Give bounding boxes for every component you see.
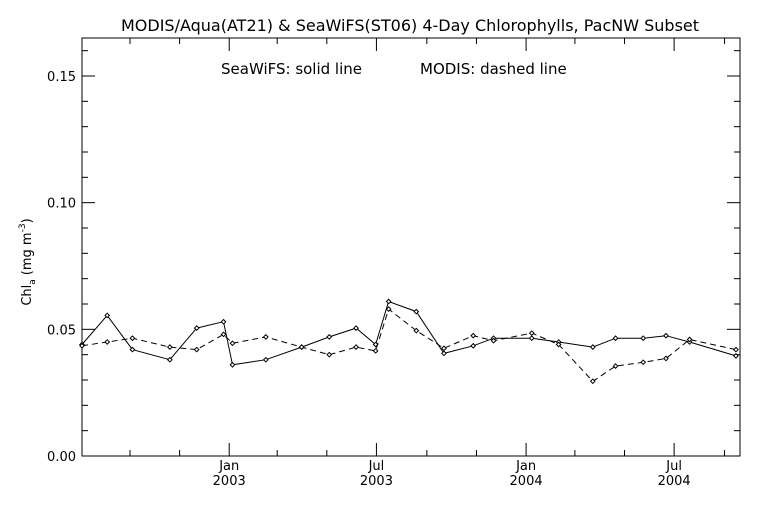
point-modis-13 — [413, 327, 420, 334]
point-modis-21 — [640, 359, 647, 366]
point-modis-11 — [372, 347, 379, 354]
point-seawifs-13 — [413, 308, 420, 315]
series-modis — [79, 306, 739, 385]
point-modis-10 — [353, 344, 360, 350]
point-modis-9 — [326, 351, 333, 358]
point-seawifs-10 — [353, 325, 360, 331]
point-modis-5 — [220, 331, 227, 338]
point-seawifs-15 — [470, 342, 477, 349]
point-modis-20 — [612, 363, 619, 369]
y-axis-label-unit: (mg m — [20, 232, 35, 275]
point-seawifs-14 — [441, 350, 447, 357]
annotation-modis: MODIS: dashed line — [420, 60, 567, 78]
chart-title: MODIS/Aqua(AT21) & SeaWiFS(ST06) 4-Day C… — [121, 16, 699, 35]
y-axis-label-close: ) — [20, 218, 35, 223]
point-modis-2 — [129, 335, 136, 342]
series-layer — [79, 298, 739, 385]
point-modis-15 — [470, 332, 477, 339]
x-tick-year-2: 2004 — [510, 474, 543, 489]
point-seawifs-21 — [640, 335, 647, 342]
point-seawifs-6 — [229, 361, 236, 368]
point-modis-12 — [385, 306, 392, 312]
series-line-modis — [81, 308, 737, 382]
point-seawifs-5 — [220, 318, 227, 325]
point-seawifs-17 — [528, 335, 535, 342]
y-tick-label-1: 0.05 — [47, 323, 76, 338]
point-seawifs-22 — [663, 332, 669, 339]
point-modis-22 — [663, 355, 669, 362]
y-axis-label-main: Chl — [20, 285, 35, 306]
x-tick-month-1: Jul — [368, 459, 385, 474]
point-seawifs-2 — [129, 346, 136, 353]
y-tick-label-2: 0.10 — [47, 197, 76, 212]
x-tick-month-2: Jan — [515, 459, 536, 474]
point-modis-0 — [79, 342, 85, 349]
point-seawifs-9 — [326, 334, 333, 340]
point-modis-23 — [686, 336, 693, 343]
point-modis-6 — [229, 340, 236, 347]
point-seawifs-7 — [262, 356, 269, 363]
point-seawifs-12 — [385, 298, 392, 305]
series-line-seawifs — [81, 300, 737, 366]
point-seawifs-19 — [589, 344, 596, 350]
point-seawifs-4 — [193, 325, 200, 331]
y-tick-label-0: 0.00 — [47, 450, 76, 465]
point-modis-17 — [528, 330, 535, 337]
y-tick-label-3: 0.15 — [47, 70, 76, 85]
series-seawifs — [79, 298, 739, 368]
x-tick-year-0: 2003 — [213, 474, 246, 489]
point-modis-19 — [589, 378, 596, 385]
x-tick-month-0: Jan — [218, 459, 239, 474]
point-modis-18 — [555, 341, 562, 348]
y-axis-label-sub: a — [28, 279, 38, 285]
point-modis-16 — [490, 337, 497, 344]
point-modis-7 — [262, 334, 269, 340]
point-modis-3 — [166, 344, 173, 350]
x-tick-year-1: 2003 — [360, 474, 393, 489]
y-axis-label-exp: -3 — [18, 223, 28, 232]
point-seawifs-3 — [166, 356, 173, 363]
plot-frame — [81, 37, 741, 457]
point-modis-14 — [441, 345, 447, 352]
annotation-seawifs: SeaWiFS: solid line — [221, 60, 362, 78]
point-modis-24 — [733, 346, 739, 353]
point-modis-4 — [193, 346, 200, 353]
point-seawifs-24 — [733, 353, 739, 359]
point-seawifs-20 — [612, 335, 619, 342]
x-tick-year-3: 2004 — [658, 474, 691, 489]
point-seawifs-1 — [104, 312, 111, 319]
x-tick-month-3: Jul — [665, 459, 682, 474]
point-modis-8 — [298, 344, 305, 350]
point-modis-1 — [104, 339, 111, 345]
y-axis-label: Chla (mg m-3) — [18, 218, 38, 305]
axis-ticks: 0.000.050.100.15Jan2003Jul2003Jan2004Jul… — [47, 38, 740, 489]
